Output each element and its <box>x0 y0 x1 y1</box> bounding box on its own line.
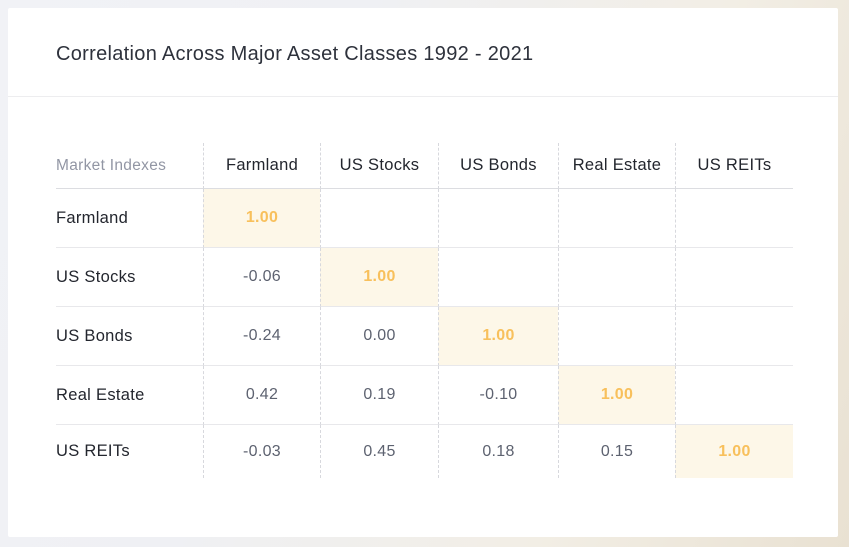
table-header-row: Market Indexes Farmland US Stocks US Bon… <box>56 143 793 189</box>
correlation-cell: -0.24 <box>203 307 320 366</box>
diagonal-cell: 1.00 <box>675 425 793 478</box>
correlation-card: Correlation Across Major Asset Classes 1… <box>8 8 838 537</box>
column-header-us-stocks: US Stocks <box>320 143 438 189</box>
column-header-real-estate: Real Estate <box>558 143 675 189</box>
correlation-cell: 0.42 <box>203 366 320 425</box>
empty-cell <box>558 307 675 366</box>
correlation-cell: 0.00 <box>320 307 438 366</box>
row-label: Real Estate <box>56 366 203 425</box>
correlation-cell: -0.03 <box>203 425 320 478</box>
row-label: US REITs <box>56 442 130 460</box>
row-label: Farmland <box>56 189 203 248</box>
correlation-table: Market Indexes Farmland US Stocks US Bon… <box>56 143 793 478</box>
diagonal-cell: 1.00 <box>203 189 320 248</box>
column-header-farmland: Farmland <box>203 143 320 189</box>
table-row-us-reits: US REITs -0.03 0.45 0.18 0.15 1.00 <box>56 425 793 478</box>
row-label: US Bonds <box>56 307 203 366</box>
empty-cell <box>675 366 793 425</box>
empty-cell <box>320 189 438 248</box>
empty-cell <box>438 189 558 248</box>
table-row-farmland: Farmland 1.00 <box>56 189 793 248</box>
correlation-cell: 0.18 <box>438 425 558 478</box>
diagonal-cell: 1.00 <box>558 366 675 425</box>
correlation-cell: 0.19 <box>320 366 438 425</box>
empty-cell <box>438 248 558 307</box>
table-row-real-estate: Real Estate 0.42 0.19 -0.10 1.00 <box>56 366 793 425</box>
empty-cell <box>675 307 793 366</box>
empty-cell <box>558 248 675 307</box>
correlation-cell: 0.15 <box>558 425 675 478</box>
diagonal-cell: 1.00 <box>320 248 438 307</box>
empty-cell <box>558 189 675 248</box>
page-title: Correlation Across Major Asset Classes 1… <box>56 42 534 65</box>
row-label: US Stocks <box>56 248 203 307</box>
table-row-us-stocks: US Stocks -0.06 1.00 <box>56 248 793 307</box>
correlation-cell: 0.45 <box>320 425 438 478</box>
corner-label: Market Indexes <box>56 143 203 189</box>
diagonal-cell: 1.00 <box>438 307 558 366</box>
table-row-us-bonds: US Bonds -0.24 0.00 1.00 <box>56 307 793 366</box>
correlation-cell: -0.06 <box>203 248 320 307</box>
card-header: Correlation Across Major Asset Classes 1… <box>8 8 838 97</box>
empty-cell <box>675 248 793 307</box>
empty-cell <box>675 189 793 248</box>
correlation-cell: -0.10 <box>438 366 558 425</box>
column-header-us-reits: US REITs <box>675 143 793 189</box>
column-header-us-bonds: US Bonds <box>438 143 558 189</box>
